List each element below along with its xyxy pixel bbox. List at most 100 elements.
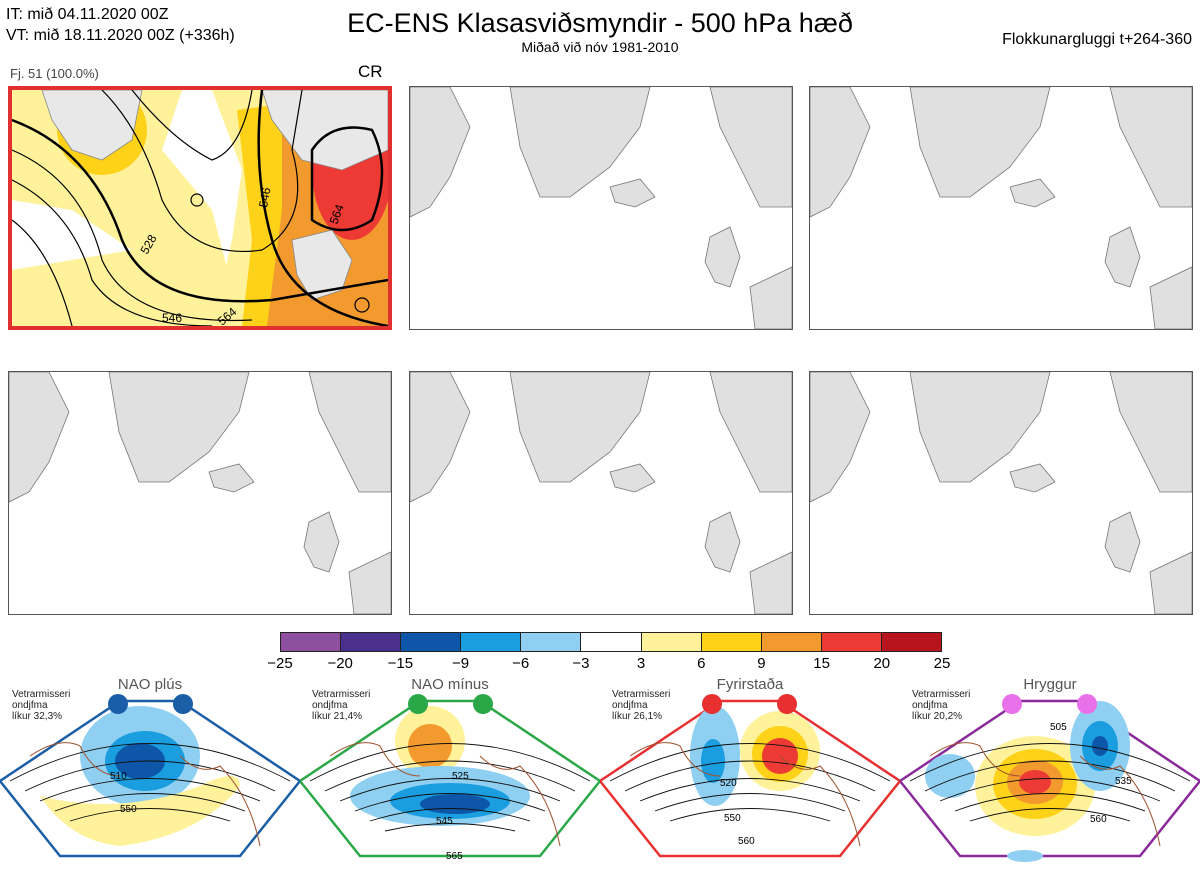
colorbar-swatch <box>641 633 702 651</box>
regime-ridge[interactable]: Hryggur Vetrarmisseri ondjfma líkur 20,2… <box>900 676 1200 871</box>
scandinavia-landmass <box>308 372 391 493</box>
colorbar-tick-label: 15 <box>813 655 830 672</box>
scandinavia-landmass <box>709 372 792 493</box>
regime-nao-plus[interactable]: NAO plús Vetrarmisseri ondjfma líkur 32,… <box>0 676 300 871</box>
contour-label: 550 <box>120 804 137 815</box>
regime-season: Vetrarmisseri <box>912 689 971 700</box>
colorbar-tick-label: 25 <box>933 655 951 672</box>
colorbar-tick-label: −15 <box>387 655 414 672</box>
british-isles-landmass <box>704 511 741 573</box>
regime-likelihood: líkur 26,1% <box>612 711 663 722</box>
scandinavia-landmass <box>1109 87 1192 208</box>
classification-window: Flokkunargluggi t+264-360 <box>1002 31 1192 48</box>
contour-label: 560 <box>1090 814 1107 825</box>
west-coast-landmass <box>410 372 471 503</box>
greenland-landmass <box>509 87 651 198</box>
regime-likelihood: líkur 21,4% <box>312 711 363 722</box>
regime-name: NAO mínus <box>411 676 489 693</box>
iceland-landmass <box>208 463 255 493</box>
base-map <box>410 87 792 329</box>
contour-label: 550 <box>724 813 741 824</box>
west-coast-landmass <box>410 87 471 218</box>
regime-type: ondjfma <box>12 700 48 711</box>
colorbar-tick-label: −6 <box>512 655 530 672</box>
west-coast-landmass <box>9 372 70 503</box>
regime-blocking[interactable]: Fyrirstaða Vetrarmisseri ondjfma líkur 2… <box>600 676 900 871</box>
regime-season: Vetrarmisseri <box>12 689 71 700</box>
regime-type: ondjfma <box>612 700 648 711</box>
iceland-landmass <box>1009 178 1056 208</box>
cluster-map-1-svg: 528 546 546 564 564 <box>12 90 388 326</box>
anomaly-colorbar <box>280 632 942 652</box>
greenland-landmass <box>909 372 1051 483</box>
contour-label: 520 <box>720 778 737 789</box>
british-isles-landmass <box>1104 511 1141 573</box>
regime-name: Fyrirstaða <box>716 676 784 693</box>
contour-label: 564 <box>327 202 347 226</box>
regime-info: Vetrarmisseri ondjfma líkur 21,4% <box>312 689 370 722</box>
colorbar-tick-label: −9 <box>451 655 470 672</box>
contour-label: 546 <box>256 186 273 208</box>
regime-info: Vetrarmisseri ondjfma líkur 20,2% <box>912 689 970 722</box>
colorbar-swatch <box>581 633 642 651</box>
base-map <box>410 372 792 614</box>
regime-type: ondjfma <box>912 700 948 711</box>
colorbar-tick-label: 3 <box>636 655 646 672</box>
colorbar-swatch <box>521 633 582 651</box>
base-map <box>810 372 1192 614</box>
regime-name: Hryggur <box>1023 676 1077 693</box>
regime-nao-minus[interactable]: NAO mínus Vetrarmisseri ondjfma líkur 21… <box>300 676 600 871</box>
europe-landmass <box>749 266 792 329</box>
colorbar-tick-label: 20 <box>873 655 891 672</box>
header-times: IT: mið 04.11.2020 00Z VT: mið 18.11.202… <box>6 4 235 46</box>
regime-map: 505 535 560 <box>900 694 1200 862</box>
contour-label: 505 <box>1050 722 1067 733</box>
europe-landmass <box>749 551 792 614</box>
regime-type: ondjfma <box>312 700 348 711</box>
init-time: IT: mið 04.11.2020 00Z <box>6 6 169 23</box>
colorbar-tick-label: −3 <box>572 655 590 672</box>
regime-map: 520 550 560 <box>600 694 900 858</box>
iceland-landmass <box>609 463 656 493</box>
regime-map: 510 550 <box>0 694 300 858</box>
cluster-map-3[interactable] <box>809 86 1193 330</box>
base-map <box>9 372 391 614</box>
west-coast-landmass <box>810 372 871 503</box>
regime-info: Vetrarmisseri ondjfma líkur 32,3% <box>12 689 70 722</box>
cluster-map-6[interactable] <box>809 371 1193 615</box>
europe-landmass <box>1149 266 1192 329</box>
cluster-map-4[interactable] <box>8 371 392 615</box>
contour-label: 560 <box>738 836 755 847</box>
valid-time: VT: mið 18.11.2020 00Z (+336h) <box>6 27 235 44</box>
cluster-map-5[interactable] <box>409 371 793 615</box>
contour-label: 525 <box>452 771 469 782</box>
colorbar-swatch <box>401 633 462 651</box>
contour-label: 535 <box>1115 776 1132 787</box>
regime-likelihood: líkur 20,2% <box>912 711 963 722</box>
regime-code-label: CR <box>358 62 383 81</box>
cluster-map-2[interactable] <box>409 86 793 330</box>
colorbar-swatch <box>821 633 882 651</box>
colorbar-tick-label: 9 <box>757 655 766 672</box>
greenland-landmass <box>509 372 651 483</box>
colorbar-swatch <box>341 633 402 651</box>
colorbar-tick-label: −25 <box>267 655 293 672</box>
cluster-map-1[interactable]: 528 546 546 564 564 <box>8 86 392 330</box>
regime-map: 525 545 565 <box>300 694 600 862</box>
colorbar-tick-label: 6 <box>697 655 706 672</box>
regime-info: Vetrarmisseri ondjfma líkur 26,1% <box>612 689 670 722</box>
colorbar-ticks: −25 −20 −15 −9 −6 −3 3 6 9 15 20 25 <box>267 655 950 673</box>
colorbar-swatch <box>881 633 942 651</box>
base-map <box>810 87 1192 329</box>
europe-landmass <box>1149 551 1192 614</box>
iceland-landmass <box>1009 463 1056 493</box>
regime-season: Vetrarmisseri <box>312 689 371 700</box>
colorbar-swatch <box>281 633 342 651</box>
british-isles-landmass <box>704 226 741 288</box>
contour-label: 565 <box>446 851 463 862</box>
scandinavia-landmass <box>709 87 792 208</box>
greenland-landmass <box>909 87 1051 198</box>
land <box>41 90 388 301</box>
greenland-landmass <box>108 372 250 483</box>
contour-label: 545 <box>436 816 453 827</box>
